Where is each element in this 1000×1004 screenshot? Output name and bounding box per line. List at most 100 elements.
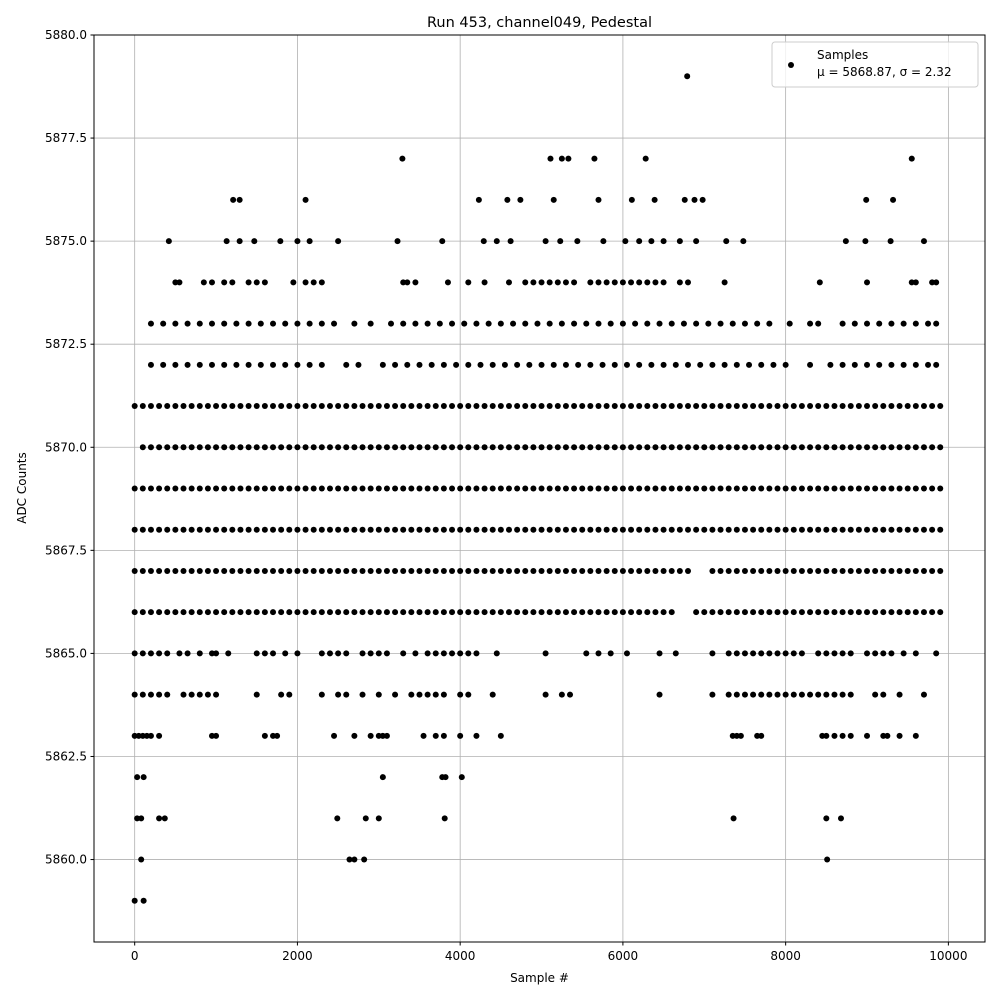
data-point	[473, 650, 480, 657]
data-point	[668, 320, 675, 327]
data-point	[920, 238, 927, 245]
data-point	[595, 444, 602, 451]
data-point	[546, 279, 553, 286]
data-point	[790, 403, 797, 410]
data-point	[416, 526, 423, 533]
data-point	[475, 196, 482, 203]
data-point	[375, 609, 382, 616]
data-point	[628, 444, 635, 451]
data-point	[253, 526, 260, 533]
data-point	[815, 691, 822, 698]
data-point	[676, 526, 683, 533]
data-point	[733, 526, 740, 533]
data-point	[636, 361, 643, 368]
data-point	[481, 609, 488, 616]
data-point	[900, 320, 907, 327]
data-point	[831, 526, 838, 533]
data-point	[172, 526, 179, 533]
data-point	[929, 444, 936, 451]
data-point	[550, 361, 557, 368]
data-point	[912, 444, 919, 451]
data-point	[774, 609, 781, 616]
data-point	[823, 732, 830, 739]
data-point	[286, 403, 293, 410]
data-point	[229, 526, 236, 533]
data-point	[270, 650, 277, 657]
data-point	[681, 196, 688, 203]
data-point	[489, 691, 496, 698]
data-point	[196, 444, 203, 451]
data-point	[823, 444, 830, 451]
data-point	[318, 567, 325, 574]
data-point	[245, 279, 252, 286]
data-point	[522, 609, 529, 616]
data-point	[709, 403, 716, 410]
y-tick-label: 5875.0	[45, 234, 87, 248]
data-point	[636, 403, 643, 410]
data-point	[887, 238, 894, 245]
data-point	[937, 609, 944, 616]
data-point	[872, 485, 879, 492]
data-point	[864, 609, 871, 616]
data-point	[636, 567, 643, 574]
data-point	[282, 320, 289, 327]
data-point	[587, 609, 594, 616]
data-point	[725, 526, 732, 533]
data-point	[481, 567, 488, 574]
data-point	[497, 403, 504, 410]
data-point	[600, 238, 607, 245]
y-tick-label: 5865.0	[45, 646, 87, 660]
data-point	[444, 279, 451, 286]
data-point	[424, 609, 431, 616]
data-point	[138, 815, 145, 822]
data-point	[399, 155, 406, 162]
data-point	[890, 196, 897, 203]
data-point	[351, 567, 358, 574]
data-point	[530, 567, 537, 574]
data-point	[335, 609, 342, 616]
data-point	[473, 609, 480, 616]
data-point	[383, 485, 390, 492]
data-point	[208, 279, 215, 286]
data-point	[709, 650, 716, 657]
data-point	[278, 444, 285, 451]
data-point	[172, 361, 179, 368]
data-point	[318, 320, 325, 327]
data-point	[156, 691, 163, 698]
data-point	[660, 567, 667, 574]
data-point	[400, 485, 407, 492]
data-point	[587, 361, 594, 368]
data-point	[538, 526, 545, 533]
data-point	[302, 609, 309, 616]
data-point	[440, 444, 447, 451]
data-point	[245, 403, 252, 410]
data-point	[139, 650, 146, 657]
data-point	[440, 526, 447, 533]
data-point	[213, 444, 220, 451]
data-point	[156, 403, 163, 410]
data-point	[729, 320, 736, 327]
data-point	[709, 609, 716, 616]
data-point	[758, 485, 765, 492]
data-point	[331, 320, 338, 327]
data-point	[237, 444, 244, 451]
data-point	[140, 774, 147, 781]
data-point	[807, 320, 814, 327]
data-point	[571, 485, 578, 492]
data-point	[229, 485, 236, 492]
data-point	[147, 403, 154, 410]
data-point	[383, 403, 390, 410]
data-point	[571, 609, 578, 616]
data-point	[622, 238, 629, 245]
data-point	[331, 732, 338, 739]
data-point	[733, 403, 740, 410]
data-point	[595, 320, 602, 327]
data-point	[457, 609, 464, 616]
data-point	[542, 238, 549, 245]
data-point	[237, 609, 244, 616]
data-point	[432, 650, 439, 657]
data-point	[888, 361, 895, 368]
data-point	[473, 732, 480, 739]
chart-title: Run 453, channel049, Pedestal	[427, 15, 652, 31]
data-point	[270, 444, 277, 451]
